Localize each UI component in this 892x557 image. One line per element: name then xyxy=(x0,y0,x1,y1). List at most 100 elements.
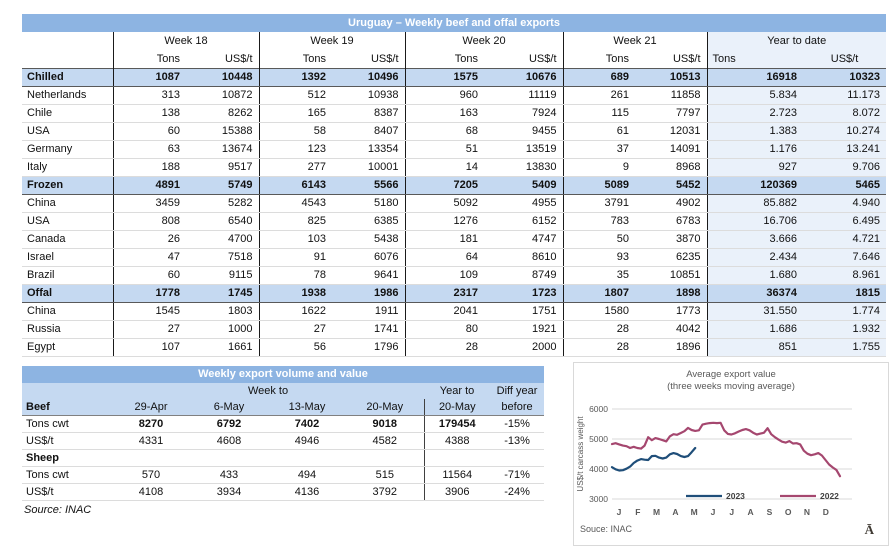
value-cell: 2041 xyxy=(404,302,484,321)
value-cell: 68 xyxy=(404,122,484,141)
row-label: Canada xyxy=(22,230,113,249)
value-cell: 8262 xyxy=(186,104,259,123)
value-cell: 960 xyxy=(404,86,484,105)
x-tick-label: F xyxy=(635,507,640,517)
value-cell: 9018 xyxy=(346,415,425,433)
value-cell: 1087 xyxy=(112,68,186,87)
value-cell: 4136 xyxy=(268,483,346,501)
value-cell: 1276 xyxy=(404,212,484,231)
corner-cell xyxy=(22,383,112,399)
table-row: US$/t 4331 4608 4946 4582 4388 -13% xyxy=(22,432,545,450)
value-cell: 1723 xyxy=(484,284,563,303)
tons-column-header: Tons xyxy=(404,50,484,69)
row-label: Offal xyxy=(22,284,113,303)
corner-cell xyxy=(22,50,113,69)
value-cell: 313 xyxy=(112,86,186,105)
value-cell: 4543 xyxy=(258,194,332,213)
value-cell: 181 xyxy=(404,230,484,249)
table-row: USA 808 6540 825 6385 1276 6152 783 6783 16.706 6.… xyxy=(22,212,887,231)
value-cell: 494 xyxy=(268,466,346,484)
row-label: Israel xyxy=(22,248,113,267)
value-cell: 7402 xyxy=(268,415,346,433)
value-cell: 6235 xyxy=(635,248,707,267)
value-cell: 5452 xyxy=(635,176,707,195)
value-cell: 3906 xyxy=(423,483,491,501)
value-cell: 825 xyxy=(258,212,332,231)
row-label: China xyxy=(22,194,113,213)
value-cell: 63 xyxy=(112,140,186,159)
header-row-units: Tons US$/t Tons US$/t Tons US$/t Tons US$/t Tons… xyxy=(22,50,887,69)
usd-column-header: US$/t xyxy=(672,53,701,65)
header-row-dates: Beef 29-Apr 6-May 13-May 20-May 20-May before xyxy=(22,399,545,416)
table-row: Egypt 107 1661 56 1796 28 2000 28 1896 851 1.755 xyxy=(22,338,887,357)
value-cell: 1773 xyxy=(635,302,707,321)
diff-before-header: before xyxy=(490,399,545,416)
value-cell: 1807 xyxy=(562,284,635,303)
value-cell: 5438 xyxy=(332,230,405,249)
value-cell xyxy=(268,449,346,467)
header-row-groups: Week to Year to Diff year xyxy=(22,383,545,399)
value-cell: 7.646 xyxy=(803,248,887,267)
source-note: Source: INAC xyxy=(24,504,92,516)
value-cell: 4.721 xyxy=(803,230,887,249)
row-label: China xyxy=(22,302,113,321)
table-row: Tons cwt 570 433 494 515 11564 -71% xyxy=(22,466,545,484)
value-cell: 8968 xyxy=(635,158,707,177)
value-cell: 8270 xyxy=(112,415,190,433)
value-cell: 10676 xyxy=(484,68,563,87)
value-cell: -15% xyxy=(490,415,545,433)
value-cell: 78 xyxy=(258,266,332,285)
value-cell: 1.932 xyxy=(803,320,887,339)
value-cell: 4955 xyxy=(484,194,563,213)
chart-canvas: 3000 4000 5000 6000 Average export value(thr… xyxy=(576,369,875,537)
value-cell: 60 xyxy=(112,122,186,141)
value-cell: 1741 xyxy=(332,320,405,339)
value-cell: 13830 xyxy=(484,158,563,177)
value-cell: 4108 xyxy=(112,483,190,501)
value-cell: 10496 xyxy=(332,68,405,87)
value-cell: 3934 xyxy=(190,483,268,501)
date-header: 13-May xyxy=(268,399,346,416)
value-cell: 27 xyxy=(112,320,186,339)
week-header: Week 18 xyxy=(112,32,259,50)
row-label: Germany xyxy=(22,140,113,159)
ytd-usd-header: US$/t xyxy=(803,50,887,69)
value-cell: 9 xyxy=(562,158,635,177)
value-cell: 5409 xyxy=(484,176,563,195)
value-cell: 1580 xyxy=(562,302,635,321)
value-cell: 1.686 xyxy=(706,320,803,339)
value-cell: 1938 xyxy=(258,284,332,303)
value-cell: 85.882 xyxy=(706,194,803,213)
value-cell: 4582 xyxy=(346,432,425,450)
header-row-weeks: Week 18 Week 19 Week 20 Week 21 Year to date xyxy=(22,32,887,50)
value-cell: 10938 xyxy=(332,86,405,105)
value-cell: 138 xyxy=(112,104,186,123)
value-cell: 28 xyxy=(562,338,635,357)
value-cell: 8.961 xyxy=(803,266,887,285)
value-cell: 188 xyxy=(112,158,186,177)
value-cell: 179454 xyxy=(423,415,491,433)
tons-column-header: Tons xyxy=(112,50,186,69)
value-cell: 4042 xyxy=(635,320,707,339)
value-cell: 10323 xyxy=(803,68,887,87)
value-cell: 1545 xyxy=(112,302,186,321)
value-cell: 10513 xyxy=(635,68,707,87)
date-header: 29-Apr xyxy=(112,399,190,416)
x-tick-label: A xyxy=(748,507,754,517)
value-cell: 1.755 xyxy=(803,338,887,357)
table-row: Israel 47 7518 91 6076 64 8610 93 6235 2.434 7.646 xyxy=(22,248,887,267)
value-cell: 1911 xyxy=(332,302,405,321)
value-cell: 16918 xyxy=(706,68,803,87)
tons-column-header: Tons xyxy=(258,50,332,69)
value-cell: 163 xyxy=(404,104,484,123)
value-cell: 433 xyxy=(190,466,268,484)
value-cell: 26 xyxy=(112,230,186,249)
value-cell: 2317 xyxy=(404,284,484,303)
value-cell: 783 xyxy=(562,212,635,231)
value-cell: 4331 xyxy=(112,432,190,450)
value-cell: 165 xyxy=(258,104,332,123)
legend-label-2023: 2023 xyxy=(726,491,745,501)
value-cell: 58 xyxy=(258,122,332,141)
y-tick-label: 3000 xyxy=(589,494,608,504)
table-row: China 3459 5282 4543 5180 5092 4955 3791 4902 85.… xyxy=(22,194,887,213)
